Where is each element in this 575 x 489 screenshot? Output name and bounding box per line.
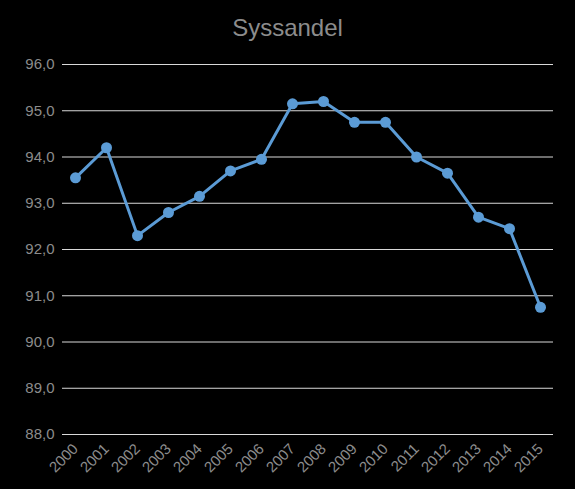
svg-text:2006: 2006 — [231, 440, 267, 476]
svg-text:90,0: 90,0 — [25, 333, 54, 350]
svg-text:92,0: 92,0 — [25, 240, 54, 257]
svg-text:91,0: 91,0 — [25, 287, 54, 304]
svg-text:94,0: 94,0 — [25, 148, 54, 165]
svg-text:2000: 2000 — [45, 440, 81, 476]
svg-text:2002: 2002 — [107, 440, 143, 476]
svg-text:2010: 2010 — [355, 440, 391, 476]
svg-text:2001: 2001 — [76, 440, 112, 476]
svg-text:2013: 2013 — [448, 440, 484, 476]
svg-text:96,0: 96,0 — [25, 55, 54, 72]
svg-text:89,0: 89,0 — [25, 379, 54, 396]
svg-text:93,0: 93,0 — [25, 194, 54, 211]
svg-text:2003: 2003 — [138, 440, 174, 476]
svg-text:95,0: 95,0 — [25, 102, 54, 119]
html-text:Syssandel: Syssandel — [232, 14, 343, 41]
svg-text:2015: 2015 — [510, 440, 546, 476]
svg-text:88,0: 88,0 — [25, 425, 54, 442]
svg-text:2009: 2009 — [324, 440, 360, 476]
svg-text:2012: 2012 — [417, 440, 453, 476]
svg-text:2004: 2004 — [169, 440, 205, 476]
svg-text:2008: 2008 — [293, 440, 329, 476]
svg-text:2007: 2007 — [262, 440, 298, 476]
svg-text:2005: 2005 — [200, 440, 236, 476]
svg-text:2014: 2014 — [479, 440, 515, 476]
svg-text:2011: 2011 — [387, 440, 422, 475]
